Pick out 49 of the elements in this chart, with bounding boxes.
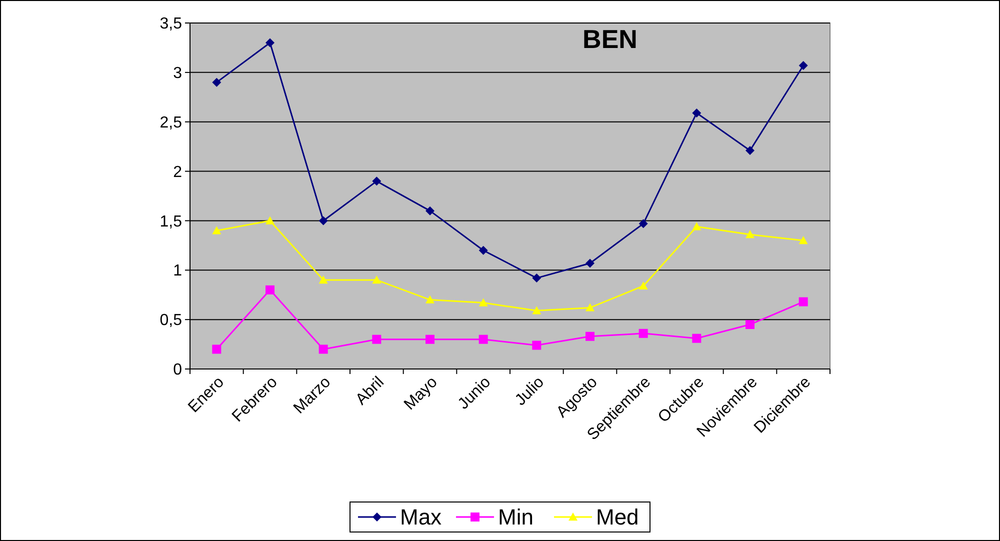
point <box>638 219 648 228</box>
point <box>478 298 488 306</box>
point <box>746 230 754 238</box>
point <box>318 276 328 284</box>
y-tick-label: 0,5 <box>160 312 182 330</box>
y-tick-label: 3 <box>173 65 182 82</box>
point <box>532 274 542 283</box>
point <box>266 38 274 48</box>
point <box>798 297 808 306</box>
point <box>266 216 274 224</box>
y-tick-label: 0 <box>173 362 182 379</box>
point <box>266 285 274 294</box>
chart-title: BEN <box>582 24 638 54</box>
point <box>212 78 222 87</box>
point <box>478 334 488 344</box>
point <box>318 344 328 354</box>
point <box>318 216 328 226</box>
point <box>426 295 434 304</box>
legend-label: Med <box>596 504 639 530</box>
point <box>692 222 702 230</box>
point <box>586 332 594 341</box>
y-tick-label: 2 <box>173 164 182 181</box>
legend-label: Min <box>498 504 534 530</box>
point <box>212 226 222 234</box>
legend-label: Max <box>400 504 442 530</box>
point <box>692 334 702 343</box>
point <box>426 206 434 216</box>
y-tick-label: 2,5 <box>160 114 182 132</box>
point <box>426 334 434 344</box>
y-tick-label: 1,5 <box>160 213 182 230</box>
point <box>638 281 648 290</box>
point <box>532 306 542 314</box>
point <box>372 334 382 344</box>
x-tick-label: Julio <box>512 374 548 410</box>
point <box>532 340 542 350</box>
point <box>692 108 702 118</box>
point <box>746 146 754 156</box>
point <box>478 246 488 255</box>
point <box>586 303 594 312</box>
point <box>746 320 754 330</box>
point <box>586 258 594 268</box>
point <box>372 176 382 186</box>
y-tick-label: 1 <box>173 262 182 280</box>
point <box>798 236 808 244</box>
point <box>212 344 222 354</box>
y-tick-label: 3,5 <box>160 16 182 33</box>
point <box>372 276 382 284</box>
point <box>638 328 648 338</box>
point <box>798 61 808 70</box>
